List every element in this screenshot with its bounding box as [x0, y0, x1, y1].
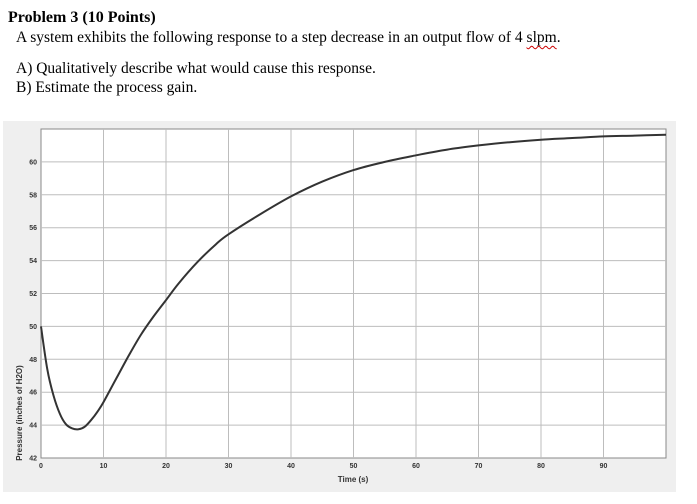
- x-tick-label: 10: [100, 463, 108, 470]
- problem-title: Problem 3 (10 Points): [8, 9, 156, 26]
- y-tick-label: 48: [29, 357, 37, 364]
- x-tick-label: 0: [39, 463, 43, 470]
- chart-panel: 0 10 20 30 40 50 60 70 80 90 42 44 46 48 50 52 54 56 58 60…: [3, 121, 676, 492]
- y-tick-labels: 42 44 46 48 50 52 54 56 58 60: [29, 159, 37, 462]
- series-line: [40, 133, 667, 431]
- x-axis-label: Time (s): [338, 475, 369, 484]
- y-tick-label: 46: [29, 390, 37, 397]
- x-tick-label: 40: [287, 463, 295, 470]
- problem-statement: Problem 3 (10 Points) A system exhibits …: [8, 8, 688, 97]
- description-end: .: [556, 29, 561, 46]
- flow-unit: slpm: [526, 29, 557, 46]
- y-tick-label: 50: [29, 324, 37, 331]
- x-tick-label: 70: [475, 463, 483, 470]
- description-text: A system exhibits the following response…: [16, 29, 527, 46]
- part-b: B) Estimate the process gain.: [16, 79, 198, 96]
- y-tick-label: 52: [29, 291, 37, 298]
- response-chart: 0 10 20 30 40 50 60 70 80 90 42 44 46 48 50 52 54 56 58 60…: [15, 128, 667, 484]
- x-tick-labels: 0 10 20 30 40 50 60 70 80 90: [39, 463, 607, 470]
- x-tick-label: 50: [350, 463, 358, 470]
- x-tick-label: 30: [225, 463, 233, 470]
- x-tick-label: 60: [412, 463, 420, 470]
- y-axis-label: Pressure (inches of H2O): [15, 365, 24, 461]
- y-tick-label: 56: [29, 225, 37, 232]
- y-tick-label: 44: [29, 423, 37, 430]
- part-a: A) Qualitatively describe what would cau…: [16, 60, 376, 77]
- x-tick-label: 80: [537, 463, 545, 470]
- x-tick-label: 90: [600, 463, 608, 470]
- y-tick-label: 42: [29, 456, 37, 463]
- y-tick-label: 58: [29, 192, 37, 199]
- problem-description: A system exhibits the following response…: [16, 28, 688, 47]
- y-tick-label: 60: [29, 159, 37, 166]
- y-tick-label: 54: [29, 258, 37, 265]
- x-tick-label: 20: [162, 463, 170, 470]
